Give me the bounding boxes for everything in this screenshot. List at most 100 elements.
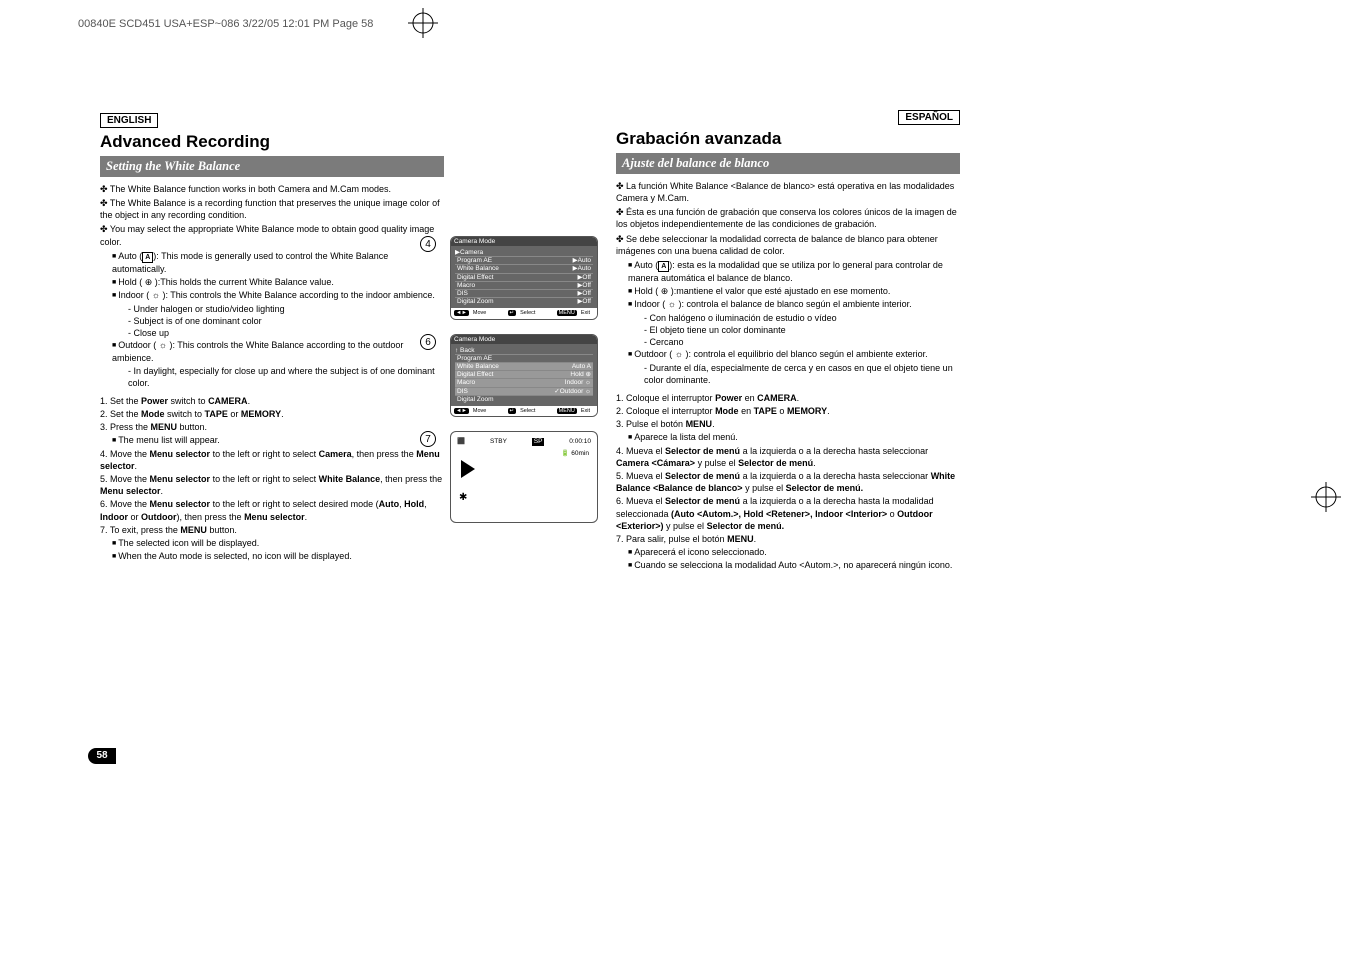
- sub-item: Aparecerá el icono seleccionado.: [628, 546, 960, 558]
- intro-list: La función White Balance <Balance de bla…: [616, 180, 960, 257]
- lcd-panel-6-wrap: 6 Camera Mode ↑ Back Program AE White Ba…: [444, 334, 616, 418]
- step: 3. Pulse el botón MENU.: [616, 418, 960, 430]
- sub-item: Durante el día, especialmente de cerca y…: [644, 362, 960, 386]
- lcd-row: Digital Effect▶Off: [455, 273, 593, 281]
- sub-item: Con halógeno o iluminación de estudio o …: [644, 312, 960, 324]
- step: 5. Mueva el Selector de menú a la izquie…: [616, 470, 960, 494]
- lcd-panel-4: Camera Mode ▶Camera Program AE▶Auto Whit…: [450, 236, 598, 320]
- step: 6. Move the Menu selector to the left or…: [100, 498, 444, 522]
- subheading-spanish: Ajuste del balance de blanco: [616, 153, 960, 174]
- step: 6. Mueva el Selector de menú a la izquie…: [616, 495, 960, 531]
- step-circle-4: 4: [420, 236, 436, 252]
- mode-list: Auto (A): This mode is generally used to…: [112, 250, 444, 302]
- intro-item: You may select the appropriate White Bal…: [100, 223, 444, 247]
- auto-icon: A: [142, 252, 153, 263]
- heading-english: Advanced Recording: [100, 132, 444, 152]
- sub-item: The menu list will appear.: [112, 434, 444, 446]
- menu-badge: MENU: [557, 408, 577, 414]
- lcd-column: 4 Camera Mode ▶Camera Program AE▶Auto Wh…: [444, 110, 616, 573]
- step: 5. Move the Menu selector to the left or…: [100, 473, 444, 497]
- footer-select: Select: [518, 408, 537, 414]
- step: 1. Coloque el interruptor Power en CAMER…: [616, 392, 960, 404]
- lcd-row: Digital EffectHold ⊕: [455, 370, 593, 378]
- intro-list: The White Balance function works in both…: [100, 183, 444, 248]
- mode-hold: Hold ( ⊕ ):This holds the current White …: [112, 276, 444, 288]
- step: 2. Coloque el interruptor Mode en TAPE o…: [616, 405, 960, 417]
- subheading-english: Setting the White Balance: [100, 156, 444, 177]
- step: 7. To exit, press the MENU button.: [100, 524, 444, 536]
- step-sub: Aparece la lista del menú.: [628, 431, 960, 443]
- lcd-row: Digital Zoom▶Off: [455, 297, 593, 305]
- lcd-section: ↑ Back: [455, 347, 593, 354]
- indoor-sub-list: Under halogen or studio/video lighting S…: [128, 303, 444, 339]
- intro-item: La función White Balance <Balance de bla…: [616, 180, 960, 204]
- menu-badge: MENU: [557, 310, 577, 316]
- outdoor-wb-icon: ✱: [459, 492, 467, 503]
- steps-list: 4. Mueva el Selector de menú a la izquie…: [616, 445, 960, 545]
- sub-item: Aparece la lista del menú.: [628, 431, 960, 443]
- mode-list: Outdoor ( ☼ ): This controls the White B…: [112, 339, 444, 364]
- lcd-section: ▶Camera: [455, 249, 593, 256]
- english-column: ENGLISH Advanced Recording Setting the W…: [100, 110, 444, 573]
- step: 3. Press the MENU button.: [100, 421, 444, 433]
- lang-badge-spanish: ESPAÑOL: [898, 110, 960, 125]
- registration-mark-icon: [1311, 482, 1341, 512]
- timecode: 0:00:10: [569, 438, 591, 445]
- spanish-column: ESPAÑOL Grabación avanzada Ajuste del ba…: [616, 110, 960, 573]
- footer-exit: Exit: [579, 310, 592, 316]
- steps-list: 4. Move the Menu selector to the left or…: [100, 448, 444, 536]
- intro-item: Se debe seleccionar la modalidad correct…: [616, 233, 960, 257]
- steps-list: 1. Coloque el interruptor Power en CAMER…: [616, 392, 960, 430]
- nav-select-icon: ↵: [508, 408, 517, 414]
- nav-select-icon: ↵: [508, 310, 517, 316]
- step: 2. Set the Mode switch to TAPE or MEMORY…: [100, 408, 444, 420]
- lcd-panel-7: ⬛ STBY SP 0:00:10 🔋 60min ✱: [450, 431, 598, 523]
- step-sub: The menu list will appear.: [112, 434, 444, 446]
- lcd-row: Macro▶Off: [455, 281, 593, 289]
- mode-list: Auto (A): esta es la modalidad que se ut…: [628, 259, 960, 311]
- lcd-footer: ◄►Move ↵Select MENUExit: [451, 308, 597, 319]
- mode-indoor: Indoor ( ☼ ): controla el balance de bla…: [628, 298, 960, 310]
- sp-badge: SP: [532, 438, 545, 445]
- outdoor-sub-list: Durante el día, especialmente de cerca y…: [644, 362, 960, 386]
- lcd-row: White BalanceAuto A: [455, 362, 593, 370]
- lcd-row: MacroIndoor ☼: [455, 378, 593, 386]
- sub-item: Close up: [128, 327, 444, 339]
- stby-label: STBY: [490, 438, 507, 445]
- lcd-row: Program AE▶Auto: [455, 256, 593, 264]
- step: 7. Para salir, pulse el botón MENU.: [616, 533, 960, 545]
- sub-item: Subject is of one dominant color: [128, 315, 444, 327]
- steps-list: 1. Set the Power switch to CAMERA. 2. Se…: [100, 395, 444, 433]
- sub-item: Cercano: [644, 336, 960, 348]
- mode-hold: Hold ( ⊕ ):mantiene el valor que esté aj…: [628, 285, 960, 297]
- registration-mark-icon: [408, 8, 438, 38]
- step: 1. Set the Power switch to CAMERA.: [100, 395, 444, 407]
- lcd-row: Digital Zoom: [455, 395, 593, 403]
- footer-select: Select: [518, 310, 537, 316]
- mode-indoor: Indoor ( ☼ ): This controls the White Ba…: [112, 289, 444, 301]
- auto-icon: A: [658, 261, 669, 272]
- mode-list: Outdoor ( ☼ ): controla el equilibrio de…: [628, 348, 960, 360]
- manual-page: ENGLISH Advanced Recording Setting the W…: [100, 110, 960, 573]
- mode-auto: Auto (A): esta es la modalidad que se ut…: [628, 259, 960, 284]
- lcd-title: Camera Mode: [451, 237, 597, 246]
- play-icon: [461, 460, 475, 478]
- footer-move: Move: [471, 310, 488, 316]
- lcd-panel-6: Camera Mode ↑ Back Program AE White Bala…: [450, 334, 598, 418]
- intro-item: Ésta es una función de grabación que con…: [616, 206, 960, 230]
- lcd-row: DIS✓Outdoor ☼: [455, 387, 593, 395]
- sub-item: El objeto tiene un color dominante: [644, 324, 960, 336]
- footer-exit: Exit: [579, 408, 592, 414]
- intro-item: The White Balance is a recording functio…: [100, 197, 444, 221]
- lcd-row: White Balance▶Auto: [455, 264, 593, 272]
- mode-auto: Auto (A): This mode is generally used to…: [112, 250, 444, 275]
- battery-remaining: 🔋 60min: [561, 450, 589, 457]
- intro-item: The White Balance function works in both…: [100, 183, 444, 195]
- step-sub: The selected icon will be displayed. Whe…: [112, 537, 444, 563]
- step: 4. Move the Menu selector to the left or…: [100, 448, 444, 472]
- heading-spanish: Grabación avanzada: [616, 129, 960, 149]
- footer-move: Move: [471, 408, 488, 414]
- page-number: 58: [88, 748, 116, 764]
- sub-item: In daylight, especially for close up and…: [128, 365, 444, 389]
- lcd-row: DIS▶Off: [455, 289, 593, 297]
